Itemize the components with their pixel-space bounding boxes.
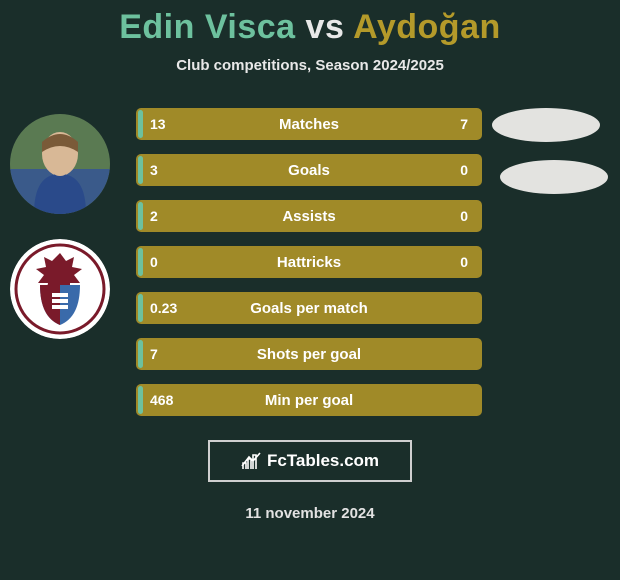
decorative-oval <box>492 108 600 142</box>
season-subtitle: Club competitions, Season 2024/2025 <box>0 57 620 74</box>
player2-name: Aydoğan <box>353 8 501 46</box>
player1-name: Edin Visca <box>119 8 295 46</box>
stat-bar: 468Min per goal <box>136 384 482 416</box>
stat-label: Hattricks <box>136 254 482 271</box>
stat-left-value: 13 <box>150 116 166 132</box>
stat-bar: 2Assists0 <box>136 200 482 232</box>
vs-text: vs <box>306 8 345 46</box>
bar-accent <box>138 386 143 414</box>
stat-label: Assists <box>136 208 482 225</box>
bar-accent <box>138 340 143 368</box>
stat-bar: 7Shots per goal <box>136 338 482 370</box>
stat-left-value: 7 <box>150 346 158 362</box>
stat-bars: 13Matches73Goals02Assists00Hattricks00.2… <box>136 108 482 430</box>
player1-avatar <box>10 114 110 214</box>
player-portrait-icon <box>10 114 110 214</box>
stat-right-value: 7 <box>460 116 468 132</box>
stat-left-value: 0.23 <box>150 300 177 316</box>
bar-accent <box>138 156 143 184</box>
stat-label: Shots per goal <box>136 346 482 363</box>
stat-right-value: 0 <box>460 254 468 270</box>
stat-label: Min per goal <box>136 392 482 409</box>
stat-bar: 0.23Goals per match <box>136 292 482 324</box>
stat-left-value: 3 <box>150 162 158 178</box>
bar-accent <box>138 294 143 322</box>
club-crest-icon <box>10 239 110 339</box>
stat-label: Goals per match <box>136 300 482 317</box>
comparison-title: Edin Visca vs Aydoğan <box>0 0 620 47</box>
decorative-oval <box>500 160 608 194</box>
stat-label: Goals <box>136 162 482 179</box>
stat-bar: 0Hattricks0 <box>136 246 482 278</box>
player2-club-badge <box>10 239 110 339</box>
stat-right-value: 0 <box>460 162 468 178</box>
branding-box[interactable]: FcTables.com <box>208 440 412 482</box>
stat-bar: 13Matches7 <box>136 108 482 140</box>
stat-left-value: 2 <box>150 208 158 224</box>
stats-arena: 13Matches73Goals02Assists00Hattricks00.2… <box>0 104 620 434</box>
stat-bar: 3Goals0 <box>136 154 482 186</box>
bar-accent <box>138 110 143 138</box>
bar-accent <box>138 248 143 276</box>
bar-accent <box>138 202 143 230</box>
stat-left-value: 0 <box>150 254 158 270</box>
snapshot-date: 11 november 2024 <box>0 505 620 522</box>
branding-text: FcTables.com <box>267 451 379 471</box>
chart-icon <box>241 451 261 471</box>
stat-left-value: 468 <box>150 392 173 408</box>
stat-label: Matches <box>136 116 482 133</box>
stat-right-value: 0 <box>460 208 468 224</box>
